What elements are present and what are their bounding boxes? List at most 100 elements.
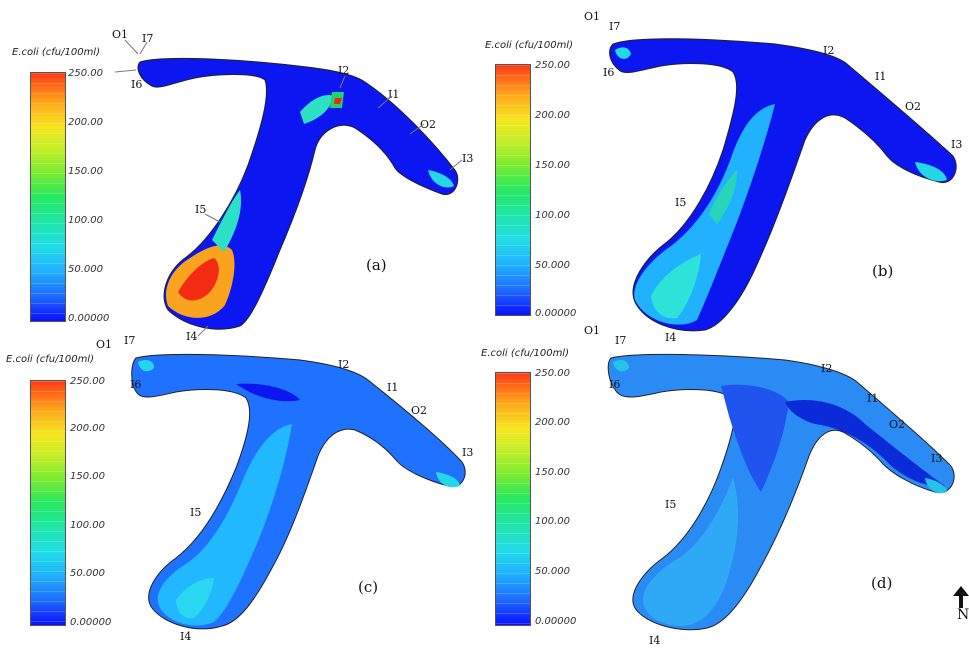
legend-title: E.coli (cfu/100ml) [6,354,94,365]
site-label: I6 [603,66,615,79]
panel-label: (b) [872,262,894,280]
site-label: O2 [905,100,922,113]
tick-label: 50.000 [70,568,105,579]
plume-band [634,104,775,325]
tick-label: 150.00 [535,160,570,171]
site-label: I1 [867,392,879,405]
plume-band [212,190,242,252]
tick-label: 150.00 [70,471,105,482]
legend-title: E.coli (cfu/100ml) [481,348,569,359]
site-label: I3 [951,138,963,151]
tick-label: 0.00000 [535,308,577,319]
plume-band [436,472,460,488]
site-label: I1 [387,381,399,394]
colorbar [30,72,66,322]
panel-b: E.coli (cfu/100ml) 250.00 200.00 150.00 … [485,0,969,344]
north-label: N [957,607,969,623]
plume-band [785,400,945,487]
colorbar [495,64,531,316]
concentration-map [609,38,957,332]
site-label: O1 [584,324,601,337]
site-label: I6 [131,78,143,91]
tick-label: 250.00 [68,68,103,79]
plume-band [651,254,701,319]
site-label: I5 [665,498,677,511]
panel-d: E.coli (cfu/100ml) 250.00 200.00 150.00 … [481,324,969,648]
tick-label: 150.00 [535,467,570,478]
tick-label: 200.00 [535,110,570,121]
north-arrow-icon [953,586,969,608]
site-label: I5 [195,203,207,216]
site-label: I5 [675,196,687,209]
plume-band [925,478,947,494]
tick-label: 0.00000 [535,616,577,627]
tick-label: 100.00 [68,215,103,226]
tick-label: 250.00 [70,376,105,387]
plume-band [157,424,292,626]
panel-c: E.coli (cfu/100ml) 250.00 200.00 150.00 … [0,332,485,648]
site-label: I2 [338,64,350,77]
tick-label: 100.00 [535,516,570,527]
site-label: O1 [96,338,113,351]
plume-band [643,478,739,626]
site-label: O1 [584,10,601,23]
site-label: I3 [462,446,474,459]
site-label: I2 [821,362,833,375]
plume-band [428,170,454,188]
concentration-map [607,353,955,631]
site-label: I6 [130,378,142,391]
tick-label: 100.00 [535,210,570,221]
plume-band [300,94,334,124]
tick-label: 50.000 [535,566,570,577]
plume-band [721,384,789,492]
site-label: I2 [823,44,835,57]
tick-label: 100.00 [70,520,105,531]
colorbar [30,380,66,626]
site-label: I5 [190,506,202,519]
plume-core [178,258,219,301]
plume-band [613,360,629,372]
tick-label: 200.00 [70,423,105,434]
site-label: O2 [420,118,437,131]
plume-band [176,578,214,619]
legend-title: E.coli (cfu/100ml) [485,40,573,51]
plume-band [915,162,947,182]
tick-label: 0.00000 [70,617,112,628]
site-label: I7 [142,32,154,45]
plume-band [138,360,154,372]
panel-a: E.coli (cfu/100ml) 250.00 200.00 150.00 … [0,0,485,343]
site-label: I4 [649,634,661,647]
plume-core [334,98,342,104]
site-label: I6 [609,378,621,391]
site-label: O2 [411,404,428,417]
site-label: I4 [186,330,198,343]
panel-label: (c) [358,578,379,596]
plume-band [709,170,737,224]
site-label: I3 [462,152,474,165]
tick-label: 0.00000 [68,313,110,324]
site-label: O1 [112,28,129,41]
site-label: I7 [615,334,627,347]
site-label: I1 [875,70,887,83]
concentration-map [131,353,466,630]
tick-label: 200.00 [535,417,570,428]
site-label: I4 [180,630,192,643]
colorbar [495,372,531,626]
site-label: O2 [889,418,906,431]
tick-label: 50.000 [68,264,103,275]
tick-label: 150.00 [68,166,103,177]
site-label: I4 [665,331,677,344]
panel-label: (a) [366,256,387,274]
site-label: I7 [124,334,136,347]
tick-label: 250.00 [535,60,570,71]
concentration-map [137,57,459,330]
site-label: I3 [931,452,943,465]
panel-label: (d) [871,574,893,592]
site-label: I2 [338,358,350,371]
site-label: I1 [388,88,400,101]
plume-band [236,383,300,402]
legend-title: E.coli (cfu/100ml) [12,47,100,58]
plume-band [615,47,631,59]
